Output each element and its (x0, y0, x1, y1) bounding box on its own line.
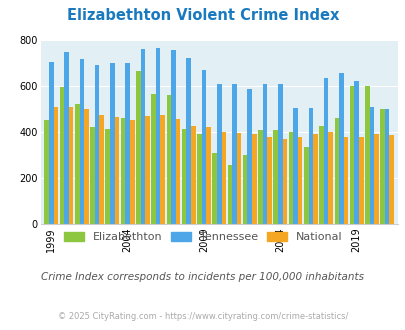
Legend: Elizabethton, Tennessee, National: Elizabethton, Tennessee, National (59, 228, 346, 247)
Bar (288, 132, 292, 224)
Bar (312, 134, 317, 224)
Bar (110, 63, 114, 224)
Bar (53, 107, 58, 224)
Bar (334, 118, 338, 224)
Bar (227, 166, 232, 224)
Bar (318, 126, 323, 224)
Bar (384, 109, 388, 224)
Bar (266, 137, 271, 224)
Bar (99, 115, 104, 224)
Bar (151, 94, 156, 224)
Bar (60, 87, 64, 224)
Bar (373, 134, 378, 224)
Text: © 2025 CityRating.com - https://www.cityrating.com/crime-statistics/: © 2025 CityRating.com - https://www.city… (58, 312, 347, 321)
Bar (262, 84, 266, 224)
Bar (130, 120, 134, 224)
Bar (354, 81, 358, 224)
Bar (64, 52, 69, 224)
Bar (252, 134, 256, 224)
Bar (236, 133, 241, 224)
Bar (44, 120, 49, 224)
Bar (171, 50, 175, 224)
Bar (379, 109, 384, 224)
Bar (216, 84, 221, 224)
Text: Crime Index corresponds to incidents per 100,000 inhabitants: Crime Index corresponds to incidents per… (41, 272, 364, 282)
Bar (277, 84, 282, 224)
Bar (221, 132, 226, 224)
Bar (292, 108, 297, 224)
Bar (282, 139, 286, 224)
Bar (145, 116, 149, 224)
Bar (303, 147, 308, 224)
Bar (308, 108, 312, 224)
Bar (49, 61, 53, 224)
Bar (349, 86, 354, 224)
Bar (75, 104, 79, 224)
Bar (247, 89, 252, 224)
Bar (297, 137, 302, 224)
Bar (201, 70, 206, 224)
Bar (328, 132, 332, 224)
Bar (79, 59, 84, 224)
Bar (156, 48, 160, 224)
Bar (181, 128, 186, 224)
Bar (364, 86, 369, 224)
Bar (323, 78, 328, 224)
Bar (258, 130, 262, 224)
Bar (369, 107, 373, 224)
Bar (69, 107, 73, 224)
Bar (160, 115, 164, 224)
Bar (338, 73, 343, 224)
Bar (242, 155, 247, 224)
Bar (206, 127, 210, 224)
Text: Elizabethton Violent Crime Index: Elizabethton Violent Crime Index (67, 8, 338, 23)
Bar (105, 128, 110, 224)
Bar (125, 63, 130, 224)
Bar (388, 135, 393, 224)
Bar (273, 130, 277, 224)
Bar (136, 71, 140, 224)
Bar (84, 109, 88, 224)
Bar (140, 49, 145, 224)
Bar (186, 58, 190, 224)
Bar (358, 137, 362, 224)
Bar (175, 119, 180, 224)
Bar (114, 117, 119, 224)
Bar (90, 127, 95, 224)
Bar (232, 84, 236, 224)
Bar (212, 153, 216, 224)
Bar (166, 95, 171, 224)
Bar (95, 65, 99, 224)
Bar (196, 134, 201, 224)
Bar (343, 137, 347, 224)
Bar (120, 118, 125, 224)
Bar (190, 126, 195, 224)
